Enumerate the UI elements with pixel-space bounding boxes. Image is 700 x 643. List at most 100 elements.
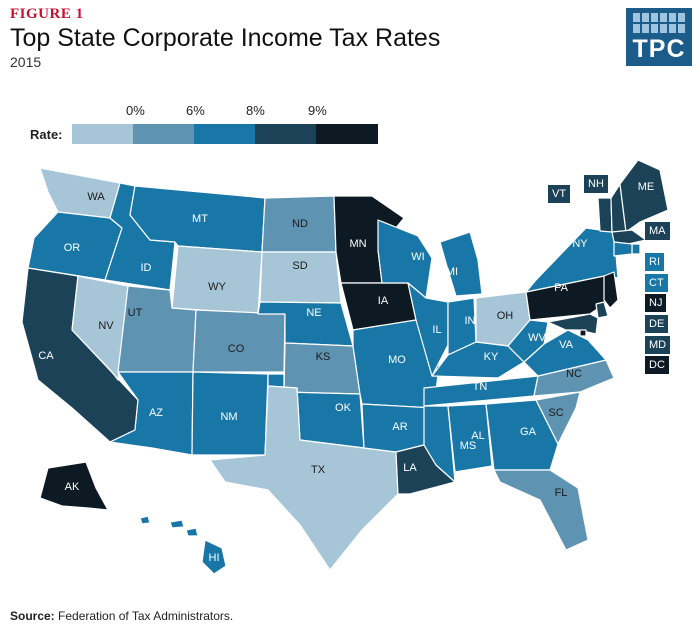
state-label-ca: CA xyxy=(38,350,54,362)
state-ri xyxy=(631,243,641,255)
legend-tick: 0% xyxy=(126,103,145,118)
state-label-mo: MO xyxy=(388,354,406,366)
legend-tick: 9% xyxy=(308,103,327,118)
state-ma xyxy=(611,229,647,245)
source-prefix: Source: xyxy=(10,609,55,623)
state-label-tx: TX xyxy=(311,464,326,476)
figure-label: FIGURE 1 xyxy=(10,6,84,22)
state-label-hi: HI xyxy=(209,552,220,564)
state-label-sd: SD xyxy=(292,260,307,272)
state-ak xyxy=(39,461,109,511)
state-label-mi: MI xyxy=(446,266,458,278)
state-label-tn: TN xyxy=(473,381,488,393)
state-label-ar: AR xyxy=(392,421,407,433)
state-label-va: VA xyxy=(559,339,574,351)
callout-tag-md: MD xyxy=(645,336,671,354)
state-vt xyxy=(597,197,613,233)
tpc-logo: TPC xyxy=(626,8,692,66)
logo-grid-icon xyxy=(633,13,685,33)
state-al xyxy=(447,403,493,473)
state-label-mt: MT xyxy=(192,213,208,225)
logo-text: TPC xyxy=(632,35,686,63)
callout-tag-nj: NJ xyxy=(645,294,667,312)
state-ct xyxy=(613,241,633,257)
state-label-or: OR xyxy=(64,242,81,254)
callout-tag-dc: DC xyxy=(645,356,669,374)
state-ms xyxy=(423,405,456,483)
source-note: Source: Federation of Tax Administrators… xyxy=(10,609,233,623)
state-mi xyxy=(439,231,483,297)
map-title: Top State Corporate Income Tax Rates xyxy=(10,24,441,52)
map-subtitle: 2015 xyxy=(10,54,42,70)
state-label-ut: UT xyxy=(128,307,143,319)
legend-swatch-3 xyxy=(194,124,255,144)
state-label-ia: IA xyxy=(378,295,389,307)
state-wa xyxy=(39,167,121,219)
legend-tick: 8% xyxy=(246,103,265,118)
state-label-pa: PA xyxy=(554,282,569,294)
state-label-nd: ND xyxy=(292,218,308,230)
source-text: Federation of Tax Administrators. xyxy=(54,609,234,623)
state-label-mn: MN xyxy=(349,238,366,250)
state-nj xyxy=(603,271,619,309)
legend-swatch-5 xyxy=(316,124,378,144)
state-co xyxy=(192,309,286,373)
legend-swatch-2 xyxy=(133,124,194,144)
state-nc xyxy=(533,359,615,397)
state-label-in: IN xyxy=(465,315,476,327)
callout-tag-ct: CT xyxy=(645,274,668,292)
state-label-ky: KY xyxy=(484,351,499,363)
state-tx xyxy=(209,385,399,571)
callout-tag-de: DE xyxy=(645,315,669,333)
state-label-ne: NE xyxy=(306,307,321,319)
state-label-il: IL xyxy=(432,324,441,336)
state-label-nv: NV xyxy=(98,320,114,332)
state-dc xyxy=(579,329,587,337)
state-hi-island xyxy=(169,519,185,529)
state-ga xyxy=(485,399,559,471)
state-label-wy: WY xyxy=(208,281,226,293)
legend-tick: 6% xyxy=(186,103,205,118)
states-layer xyxy=(21,159,669,575)
state-label-az: AZ xyxy=(149,407,163,419)
state-label-fl: FL xyxy=(555,487,568,499)
state-label-ny: NY xyxy=(572,238,588,250)
state-label-al: AL xyxy=(471,430,484,442)
state-hi xyxy=(201,539,227,575)
state-label-me: ME xyxy=(638,181,655,193)
state-label-co: CO xyxy=(228,343,245,355)
state-ny xyxy=(525,227,619,293)
labels-layer: WA OR CA NV ID MT WY UT CO AZ NM ND SD NE KS OK TX MN IA MO… xyxy=(38,181,654,564)
state-label-wi: WI xyxy=(411,251,424,263)
state-hi-island xyxy=(139,515,151,525)
state-label-la: LA xyxy=(403,462,417,474)
state-label-ga: GA xyxy=(520,426,537,438)
state-nv xyxy=(71,275,129,381)
state-label-wa: WA xyxy=(87,191,105,203)
state-label-nm: NM xyxy=(220,411,237,423)
callout-tag-ri: RI xyxy=(645,253,664,271)
state-label-ms: MS xyxy=(460,440,477,452)
state-label-oh: OH xyxy=(497,310,514,322)
state-label-nc: NC xyxy=(566,368,582,380)
state-label-sc: SC xyxy=(548,407,563,419)
state-wv xyxy=(507,319,549,363)
state-label-ks: KS xyxy=(316,351,331,363)
state-hi-island xyxy=(185,527,199,537)
state-sc xyxy=(535,391,581,445)
callout-tag-vt: VT xyxy=(548,185,571,203)
state-fl xyxy=(493,469,589,551)
legend-swatch-1 xyxy=(72,124,133,144)
state-md xyxy=(547,313,599,335)
legend-title: Rate: xyxy=(30,127,63,142)
state-wy xyxy=(171,245,263,315)
state-de xyxy=(595,301,609,319)
legend-swatch-4 xyxy=(255,124,316,144)
callout-tag-ma: MA xyxy=(645,222,670,240)
state-label-ak: AK xyxy=(65,481,80,493)
callout-tag-nh: NH xyxy=(584,175,608,193)
state-label-wv: WV xyxy=(528,332,546,344)
state-label-ok: OK xyxy=(335,402,352,414)
state-label-id: ID xyxy=(141,262,152,274)
